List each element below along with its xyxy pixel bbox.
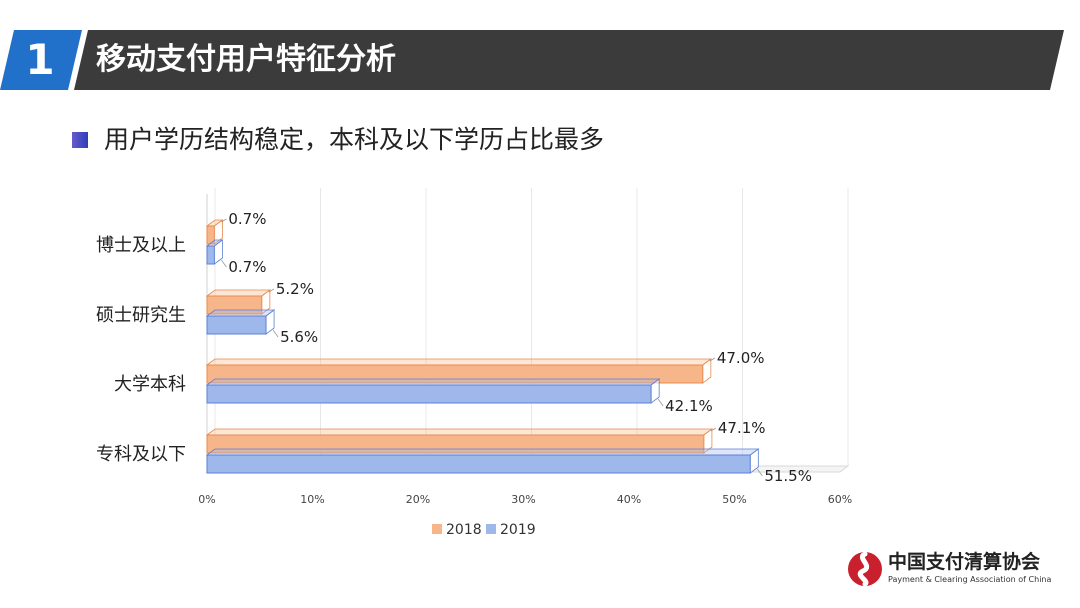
x-tick-label-3: 30%	[511, 493, 535, 506]
data-label-leader-2018-2	[709, 357, 716, 362]
bar-end-2018-0	[213, 219, 223, 245]
data-label-leader-2019-2	[657, 398, 664, 407]
bar-top-2018-2	[205, 358, 713, 366]
bar-end-2018-2	[702, 358, 712, 384]
bar-end-2019-3	[749, 448, 759, 474]
bar-end-2019-0	[213, 239, 223, 265]
x-tick-label-1: 10%	[300, 493, 324, 506]
data-label-2019-2: 42.1%	[665, 397, 713, 415]
bar-2019-0	[206, 245, 215, 265]
data-label-2018-2: 47.0%	[717, 349, 765, 367]
association-emblem-icon	[848, 551, 882, 587]
bar-2019-1	[206, 315, 267, 335]
page-title: 移动支付用户特征分析	[96, 42, 396, 77]
bar-top-2019-1	[205, 309, 276, 317]
legend-label-2018: 2018	[446, 522, 482, 538]
data-label-2018-3: 47.1%	[718, 419, 766, 437]
category-label-2: 大学本科	[114, 374, 186, 395]
data-label-leader-2019-0	[221, 259, 227, 268]
bar-top-2019-3	[205, 448, 760, 456]
data-label-leader-2019-1	[272, 329, 279, 338]
subtitle-text: 用户学历结构稳定，本科及以下学历占比最多	[104, 125, 605, 154]
data-label-2019-3: 51.5%	[764, 467, 812, 485]
data-label-2019-1: 5.6%	[280, 328, 318, 346]
x-tick-label-0: 0%	[198, 493, 215, 506]
bar-end-2019-1	[265, 309, 275, 335]
section-number: 1	[25, 35, 55, 84]
legend-swatch-2018	[432, 524, 442, 534]
data-label-leader-2018-3	[710, 427, 717, 432]
bar-end-2019-2	[650, 378, 660, 404]
bar-top-2018-1	[205, 289, 272, 297]
x-tick-label-5: 50%	[722, 493, 746, 506]
x-tick-label-6: 60%	[828, 493, 852, 506]
legend-swatch-2019	[486, 524, 496, 534]
x-tick-label-2: 20%	[406, 493, 430, 506]
legend-item-2018: 2018	[432, 521, 482, 539]
category-label-1: 硕士研究生	[96, 305, 186, 326]
association-logo: 中国支付清算协会 Payment & Clearing Association …	[846, 548, 1080, 596]
data-label-leader-2018-1	[268, 288, 275, 293]
category-label-0: 博士及以上	[96, 235, 186, 256]
bar-end-2018-1	[261, 289, 271, 315]
x-tick-label-4: 40%	[617, 493, 641, 506]
section-number-badge	[0, 30, 82, 90]
title-banner: 1 移动支付用户特征分析	[0, 30, 1080, 94]
legend-label-2019: 2019	[500, 522, 536, 538]
bar-2019-2	[206, 384, 652, 404]
title-bar	[74, 30, 1064, 90]
data-label-2018-0: 0.7%	[228, 210, 266, 228]
association-name-cn: 中国支付清算协会	[888, 551, 1041, 573]
association-name-en: Payment & Clearing Association of China	[888, 575, 1052, 584]
category-label-3: 专科及以下	[96, 444, 186, 465]
legend-item-2019: 2019	[486, 521, 536, 539]
data-label-leader-2018-0	[221, 218, 227, 223]
bar-top-2018-3	[205, 428, 714, 436]
data-label-2018-1: 5.2%	[276, 280, 314, 298]
bar-top-2019-2	[205, 378, 661, 386]
bar-end-2018-3	[703, 428, 713, 454]
bar-2019-3	[206, 454, 751, 474]
education-bar-chart: 0% 10% 20% 30% 40% 50% 60% 博士及以上 0.7% 0.7% 硕士研究生 5.…	[96, 188, 852, 506]
data-label-leader-2019-3	[756, 468, 763, 477]
data-label-2019-0: 0.7%	[228, 258, 266, 276]
bullet-square-icon	[72, 132, 88, 148]
